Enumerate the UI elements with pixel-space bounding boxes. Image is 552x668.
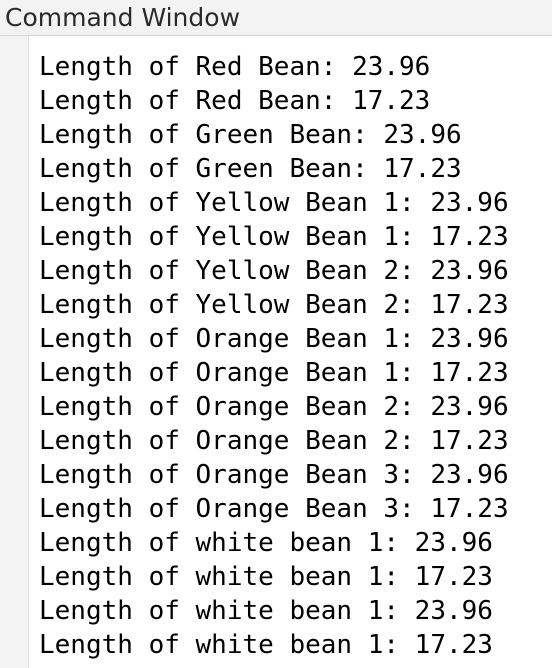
output-line: Length of white bean 1: 23.96 (39, 528, 493, 558)
output-line: Length of Orange Bean 2: 23.96 (39, 392, 509, 422)
output-line: Length of Orange Bean 2: 17.23 (39, 426, 509, 456)
output-line: Length of Red Bean: 23.96 (39, 52, 431, 82)
output-line: Length of Yellow Bean 2: 23.96 (39, 256, 509, 286)
console-gutter (0, 36, 29, 668)
output-line: Length of white bean 1: 17.23 (39, 562, 493, 592)
output-line: Length of Yellow Bean 1: 17.23 (39, 222, 509, 252)
output-line: Length of Green Bean: 23.96 (39, 120, 462, 150)
output-line: Length of Yellow Bean 2: 17.23 (39, 290, 509, 320)
output-line: Length of Orange Bean 3: 23.96 (39, 460, 509, 490)
console-output[interactable]: Length of Red Bean: 23.96 Length of Red B… (29, 36, 552, 668)
output-line: Length of Red Bean: 17.23 (39, 86, 431, 116)
title-bar[interactable]: Command Window (0, 0, 552, 36)
output-line: Length of white bean 1: 17.23 (39, 630, 493, 660)
window-title: Command Window (5, 3, 241, 32)
output-line: Length of Orange Bean 3: 17.23 (39, 494, 509, 524)
output-line: Length of white bean 1: 23.96 (39, 596, 493, 626)
output-line: Length of Yellow Bean 1: 23.96 (39, 188, 509, 218)
output-line: Length of Green Bean: 17.23 (39, 154, 462, 184)
output-line: Length of Orange Bean 1: 17.23 (39, 358, 509, 388)
output-line: Length of Orange Bean 1: 23.96 (39, 324, 509, 354)
